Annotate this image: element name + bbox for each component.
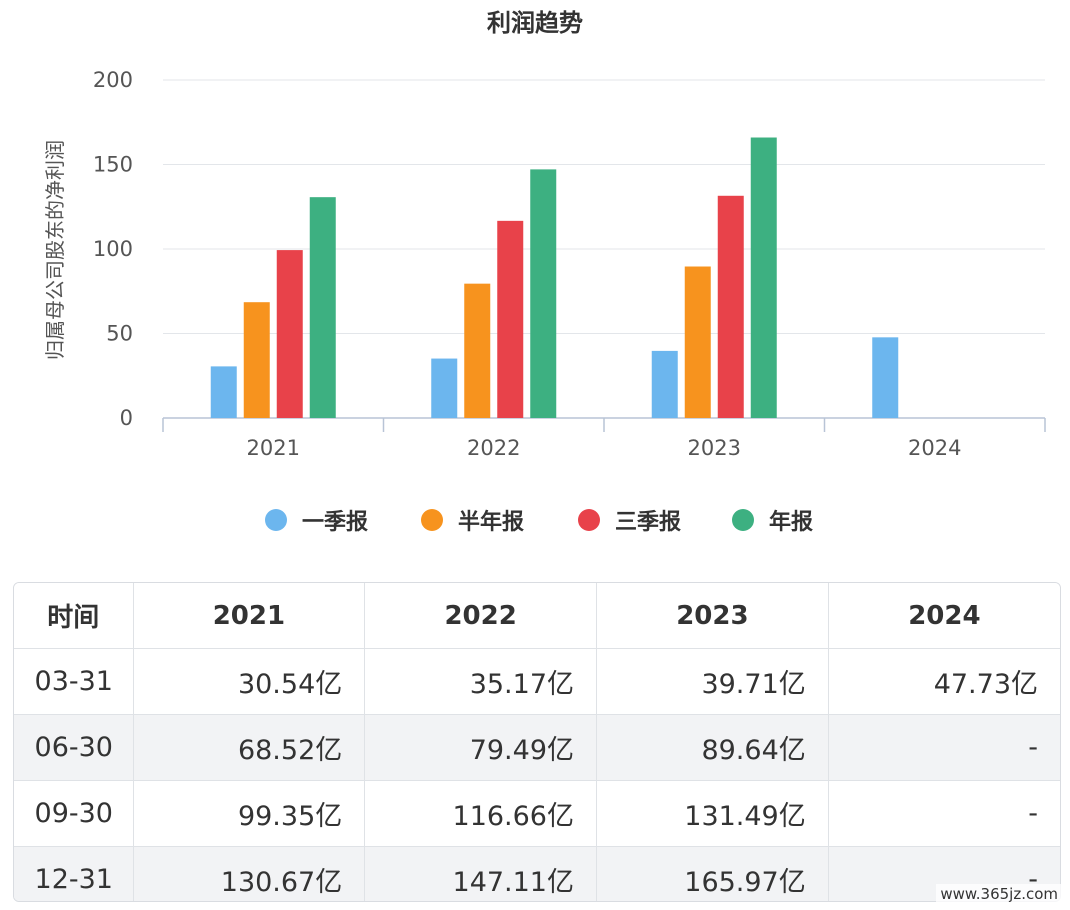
header-2023: 2023: [596, 583, 829, 649]
legend-marker: [265, 509, 287, 531]
y-tick-label: 0: [120, 406, 133, 430]
profit-table: 时间 2021 2022 2023 2024 03-31 30.54亿 35.1…: [13, 582, 1061, 902]
legend-marker: [578, 509, 600, 531]
table-cell: -: [828, 714, 1060, 781]
bar: [750, 137, 777, 419]
header-time: 时间: [14, 583, 134, 649]
chart-title: 利润趋势: [487, 9, 583, 37]
legend-label: 三季报: [615, 510, 681, 535]
table-cell: 47.73亿: [828, 648, 1060, 715]
y-tick-label: 50: [106, 322, 133, 346]
y-tick-label: 150: [93, 153, 133, 177]
table-cell: 130.67亿: [133, 846, 366, 901]
y-tick-label: 100: [93, 237, 133, 261]
x-tick-label: 2021: [247, 436, 300, 460]
legend-marker: [421, 509, 443, 531]
legend-label: 年报: [769, 509, 813, 535]
bar: [684, 266, 711, 418]
legend-label: 一季报: [302, 510, 368, 535]
legend-marker: [732, 509, 754, 531]
x-tick-label: 2023: [688, 436, 741, 460]
y-axis-title: 归属母公司股东的净利润: [43, 140, 67, 360]
row-date: 09-30: [14, 780, 134, 847]
bar: [717, 195, 744, 418]
bar: [530, 169, 557, 418]
bar: [309, 197, 336, 418]
table-cell: 116.66亿: [364, 780, 597, 847]
header-2022: 2022: [364, 583, 597, 649]
legend-label: 半年报: [458, 509, 524, 535]
watermark: www.365jz.com: [936, 884, 1062, 904]
bar: [210, 366, 237, 418]
x-tick-label: 2022: [467, 436, 520, 460]
table-row: 12-31 130.67亿 147.11亿 165.97亿 -: [14, 846, 1060, 901]
table-cell: 30.54亿: [133, 648, 366, 715]
table-cell: -: [828, 780, 1060, 847]
bar: [497, 220, 524, 418]
table-cell: 99.35亿: [133, 780, 366, 847]
bar: [872, 337, 899, 418]
y-tick-label: 200: [93, 68, 133, 92]
row-date: 06-30: [14, 714, 134, 781]
table-cell: 39.71亿: [596, 648, 829, 715]
table-cell: 79.49亿: [364, 714, 597, 781]
row-date: 03-31: [14, 648, 134, 715]
table-row: 09-30 99.35亿 116.66亿 131.49亿 -: [14, 780, 1060, 847]
table-cell: 35.17亿: [364, 648, 597, 715]
table-cell: 165.97亿: [596, 846, 829, 901]
table-cell: 68.52亿: [133, 714, 366, 781]
header-2021: 2021: [133, 583, 366, 649]
bar: [464, 283, 491, 418]
bar: [243, 302, 270, 418]
profit-trend-chart: 利润趋势 0 50 100 150 200 归属母公司股东的净利润 2021 2022 2023 2…: [43, 9, 1046, 535]
x-tick-label: 2024: [908, 436, 961, 460]
table-cell: 89.64亿: [596, 714, 829, 781]
table-cell: 131.49亿: [596, 780, 829, 847]
row-date: 12-31: [14, 846, 134, 901]
bar: [431, 358, 458, 418]
table-cell: 147.11亿: [364, 846, 597, 901]
table-row: 06-30 68.52亿 79.49亿 89.64亿 -: [14, 714, 1060, 781]
header-2024: 2024: [828, 583, 1060, 649]
bar: [651, 350, 678, 418]
bar: [276, 250, 303, 418]
table-header-row: 时间 2021 2022 2023 2024: [14, 583, 1060, 649]
table-row: 03-31 30.54亿 35.17亿 39.71亿 47.73亿: [14, 648, 1060, 715]
